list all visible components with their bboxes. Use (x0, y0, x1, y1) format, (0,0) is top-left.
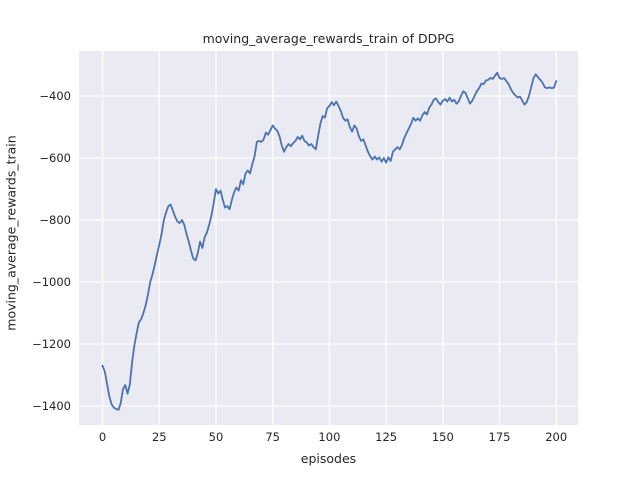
y-tick-label: −400 (39, 88, 71, 103)
x-tick-label: 50 (208, 430, 224, 444)
ddpg-line-series (101, 71, 558, 411)
x-tick-label: 125 (375, 430, 398, 444)
x-tick-label: 25 (151, 430, 167, 444)
x-tick-label: 175 (488, 430, 511, 444)
x-tick-label: 200 (545, 430, 568, 444)
y-tick-label: −1400 (32, 399, 71, 414)
chart-title: moving_average_rewards_train of DDPG (202, 31, 455, 46)
line-chart-svg (79, 51, 578, 425)
x-tick-label: 100 (318, 430, 341, 444)
y-tick-label: −1200 (32, 337, 71, 352)
x-axis-label: episodes (300, 451, 357, 466)
x-tick-label: 0 (98, 430, 107, 444)
y-tick-label: −600 (39, 150, 71, 165)
y-tick-label: −800 (39, 213, 71, 227)
plot-area (79, 51, 578, 425)
x-tick-label: 75 (265, 430, 281, 444)
y-axis-label-text: moving_average_rewards_train (3, 135, 19, 331)
x-tick-label: 150 (431, 430, 454, 444)
gridlines (79, 51, 578, 425)
y-tick-label: −1000 (32, 275, 71, 290)
